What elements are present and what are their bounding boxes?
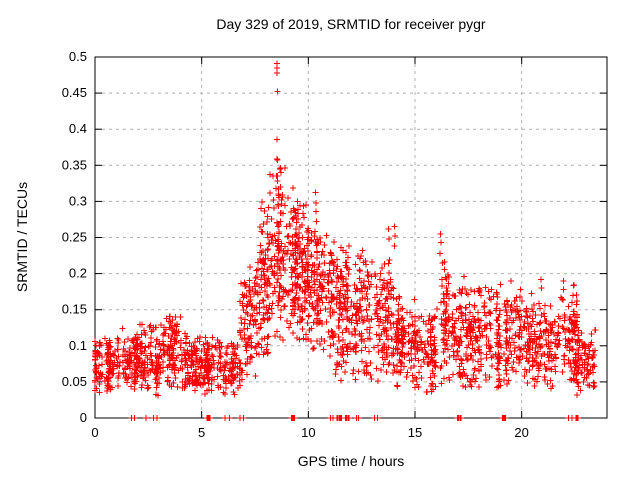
y-tick-label: 0.45 xyxy=(62,85,87,100)
y-tick-label: 0.35 xyxy=(62,157,87,172)
x-tick-label: 10 xyxy=(301,425,315,440)
x-axis-label: GPS time / hours xyxy=(297,453,405,469)
y-tick-label: 0.5 xyxy=(69,49,87,64)
y-tick-label: 0.4 xyxy=(69,121,87,136)
y-tick-label: 0.05 xyxy=(62,374,87,389)
chart-title: Day 329 of 2019, SRMTID for receiver pyg… xyxy=(216,16,486,32)
x-tick-label: 15 xyxy=(408,425,422,440)
y-tick-label: 0.1 xyxy=(69,338,87,353)
y-tick-label: 0.15 xyxy=(62,302,87,317)
x-tick-label: 0 xyxy=(91,425,98,440)
y-tick-label: 0.3 xyxy=(69,193,87,208)
x-tick-label: 5 xyxy=(198,425,205,440)
y-tick-label: 0 xyxy=(80,410,87,425)
y-tick-label: 0.25 xyxy=(62,230,87,245)
y-tick-label: 0.2 xyxy=(69,266,87,281)
scatter-points xyxy=(92,60,599,421)
x-tick-label: 20 xyxy=(514,425,528,440)
